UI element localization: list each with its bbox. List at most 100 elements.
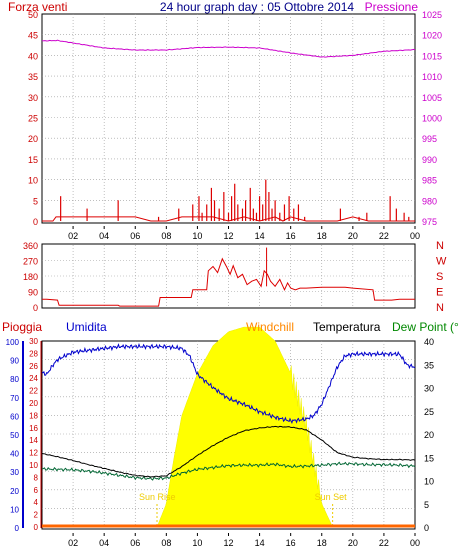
humidity-tick-label: 90 bbox=[10, 357, 19, 366]
wind-tick-label: 15 bbox=[28, 155, 38, 165]
wind-hour-label: 20 bbox=[348, 231, 358, 241]
wind-tick-label: 40 bbox=[28, 51, 38, 61]
rain-axis-title: Pioggia bbox=[2, 320, 42, 334]
temperature-tick-label: 10 bbox=[424, 477, 434, 487]
wind-hour-label: 10 bbox=[192, 231, 202, 241]
rain-tick-label: 8 bbox=[34, 473, 39, 482]
bottom-hour-label: 22 bbox=[379, 538, 389, 548]
humidity-tick-label: 70 bbox=[10, 394, 19, 403]
wind-axis-title: Forza venti bbox=[8, 0, 67, 14]
rain-tick-label: 14 bbox=[29, 436, 38, 445]
temperature-tick-label: 20 bbox=[424, 430, 434, 440]
wind-tick-label: 20 bbox=[28, 134, 38, 144]
wind-tick-label: 35 bbox=[28, 72, 38, 82]
wind-hour-label: 14 bbox=[255, 231, 265, 241]
compass-label: N bbox=[436, 302, 444, 314]
humidity-tick-label: 40 bbox=[10, 450, 19, 459]
temperature-tick-label: 35 bbox=[424, 360, 434, 370]
wind-hour-label: 16 bbox=[286, 231, 296, 241]
wind-tick-label: 0 bbox=[33, 217, 38, 227]
bottom-hour-label: 16 bbox=[286, 538, 296, 548]
wind-hour-label: 06 bbox=[130, 231, 140, 241]
rain-tick-label: 0 bbox=[34, 523, 39, 532]
humidity-tick-label: 0 bbox=[15, 524, 20, 533]
sun-rise-label: Sun Rise bbox=[139, 492, 176, 502]
rain-tick-label: 4 bbox=[34, 498, 39, 507]
wind-tick-label: 50 bbox=[28, 10, 38, 20]
humidity-line bbox=[41, 343, 416, 424]
rain-tick-label: 26 bbox=[29, 362, 38, 371]
compass-label: W bbox=[436, 256, 447, 268]
bottom-hour-label: 08 bbox=[161, 538, 171, 548]
wind-tick-label: 10 bbox=[28, 176, 38, 186]
rain-tick-label: 22 bbox=[29, 387, 38, 396]
wind-hour-label: 22 bbox=[379, 231, 389, 241]
rain-tick-label: 6 bbox=[34, 486, 39, 495]
pressure-tick-label: 995 bbox=[422, 134, 437, 144]
rain-tick-label: 12 bbox=[29, 449, 38, 458]
direction-line bbox=[42, 257, 415, 307]
direction-tick-label: 270 bbox=[23, 257, 38, 267]
direction-tick-label: 180 bbox=[23, 272, 38, 282]
wind-hour-label: 02 bbox=[68, 231, 78, 241]
wind-tick-label: 45 bbox=[28, 31, 38, 41]
humidity-tick-label: 60 bbox=[10, 412, 19, 421]
compass-label: S bbox=[436, 271, 443, 283]
pressure-tick-label: 985 bbox=[422, 176, 437, 186]
dewpoint-line bbox=[41, 461, 416, 481]
bottom-hour-label: 14 bbox=[255, 538, 265, 548]
bottom-hour-label: 06 bbox=[130, 538, 140, 548]
wind-hour-label: 04 bbox=[99, 231, 109, 241]
sun-set-label: Sun Set bbox=[315, 492, 348, 502]
wind-hour-label: 08 bbox=[161, 231, 171, 241]
wind-tick-label: 5 bbox=[33, 196, 38, 206]
pressure-tick-label: 1020 bbox=[422, 31, 442, 41]
temperature-tick-label: 40 bbox=[424, 337, 434, 347]
humidity-tick-label: 30 bbox=[10, 468, 19, 477]
pressure-tick-label: 1005 bbox=[422, 93, 442, 103]
pressure-tick-label: 975 bbox=[422, 217, 437, 227]
compass-label: N bbox=[436, 240, 444, 252]
rain-tick-label: 24 bbox=[29, 374, 38, 383]
bottom-hour-label: 10 bbox=[192, 538, 202, 548]
humidity-tick-label: 10 bbox=[10, 505, 19, 514]
wind-hour-label: 00 bbox=[410, 231, 420, 241]
humidity-tick-label: 100 bbox=[6, 338, 20, 347]
chart-title: 24 hour graph day : 05 Ottobre 2014 bbox=[160, 0, 354, 14]
rain-tick-label: 28 bbox=[29, 349, 38, 358]
wind-hour-label: 18 bbox=[317, 231, 327, 241]
rain-tick-label: 20 bbox=[29, 399, 38, 408]
pressure-tick-label: 1000 bbox=[422, 114, 442, 124]
compass-label: E bbox=[436, 287, 443, 299]
humidity-tick-label: 50 bbox=[10, 431, 19, 440]
pressure-tick-label: 1025 bbox=[422, 10, 442, 20]
pressure-tick-label: 1015 bbox=[422, 51, 442, 61]
bottom-hour-label: 04 bbox=[99, 538, 109, 548]
pressure-tick-label: 980 bbox=[422, 196, 437, 206]
rain-tick-label: 16 bbox=[29, 424, 38, 433]
pressure-line bbox=[41, 39, 416, 58]
wind-hour-label: 12 bbox=[223, 231, 233, 241]
pressure-tick-label: 1010 bbox=[422, 72, 442, 82]
temperature-tick-label: 25 bbox=[424, 407, 434, 417]
wind-tick-label: 30 bbox=[28, 93, 38, 103]
temperature-tick-label: 15 bbox=[424, 453, 434, 463]
bottom-hour-label: 18 bbox=[317, 538, 327, 548]
rain-tick-label: 10 bbox=[29, 461, 38, 470]
direction-tick-label: 360 bbox=[23, 241, 38, 251]
temperature-tick-label: 0 bbox=[424, 523, 429, 533]
bottom-hour-label: 02 bbox=[68, 538, 78, 548]
temperature-legend: Temperatura bbox=[313, 320, 381, 334]
bottom-hour-label: 12 bbox=[223, 538, 233, 548]
bottom-hour-label: 20 bbox=[348, 538, 358, 548]
wind-speed-line bbox=[42, 216, 415, 222]
wind-tick-label: 25 bbox=[28, 114, 38, 124]
temperature-line bbox=[41, 425, 416, 478]
humidity-tick-label: 20 bbox=[10, 487, 19, 496]
pressure-axis-title: Pressione bbox=[365, 0, 419, 14]
temperature-tick-label: 30 bbox=[424, 384, 434, 394]
direction-tick-label: 90 bbox=[28, 288, 38, 298]
windchill-legend: Windchill bbox=[246, 320, 294, 334]
rain-tick-label: 30 bbox=[29, 337, 38, 346]
